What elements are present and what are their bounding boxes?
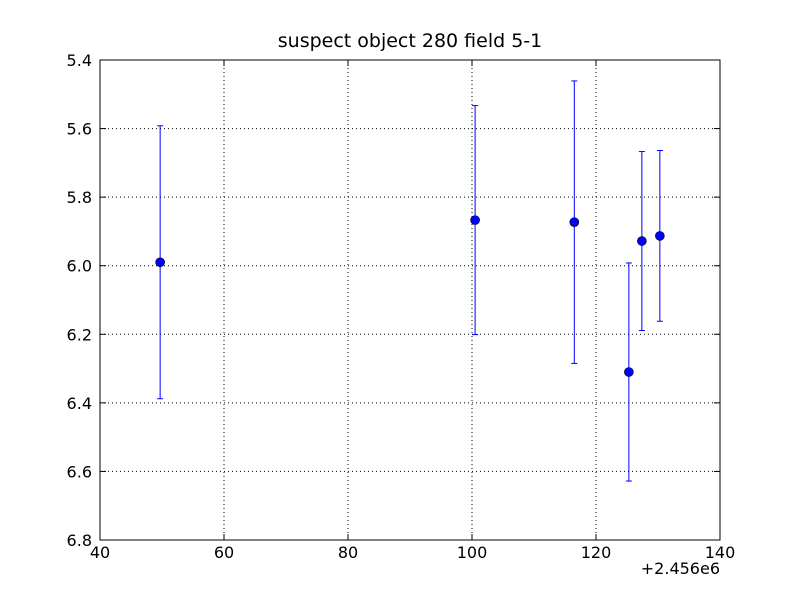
x-tick-label: 80 — [338, 543, 358, 562]
chart-title: suspect object 280 field 5-1 — [278, 30, 543, 52]
plot-frame — [99, 59, 721, 541]
data-point — [155, 257, 165, 268]
y-tick-label: 6.2 — [67, 325, 92, 344]
y-tick-label: 6.8 — [67, 531, 92, 550]
x-tick-label: 60 — [214, 543, 234, 562]
y-tick-label: 6.0 — [67, 257, 92, 276]
y-tick-label: 5.6 — [67, 120, 92, 139]
y-tick-label: 6.6 — [67, 462, 92, 481]
data-point — [470, 215, 480, 225]
x-tick-label: 120 — [581, 543, 612, 562]
x-tick-label: 100 — [457, 543, 488, 562]
y-tick-label: 6.4 — [67, 394, 92, 413]
data-point — [655, 231, 665, 241]
y-tick-label: 5.8 — [67, 188, 92, 207]
data-point — [624, 367, 634, 377]
y-tick-label: 5.4 — [67, 51, 92, 70]
data-point — [569, 217, 580, 227]
x-offset-label: +2.456e6 — [641, 559, 720, 578]
data-point — [637, 236, 647, 246]
x-tick-label: 140 — [705, 543, 736, 562]
x-tick-label: 40 — [90, 543, 110, 562]
